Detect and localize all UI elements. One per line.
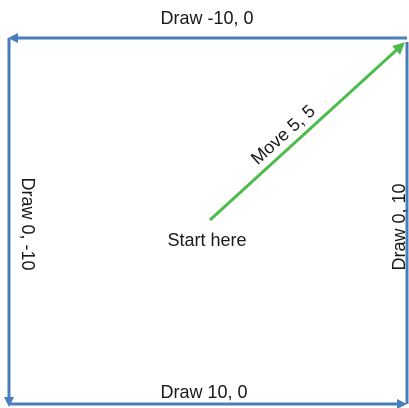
label-draw-left: Draw 0, -10	[18, 177, 38, 270]
label-draw-bottom: Draw 10, 0	[160, 382, 247, 402]
label-start: Start here	[167, 230, 246, 250]
label-move: Move 5, 5	[247, 101, 319, 169]
label-draw-right: Draw 0, 10	[389, 183, 409, 270]
label-draw-top: Draw -10, 0	[160, 8, 253, 28]
move-arrow	[208, 42, 405, 222]
